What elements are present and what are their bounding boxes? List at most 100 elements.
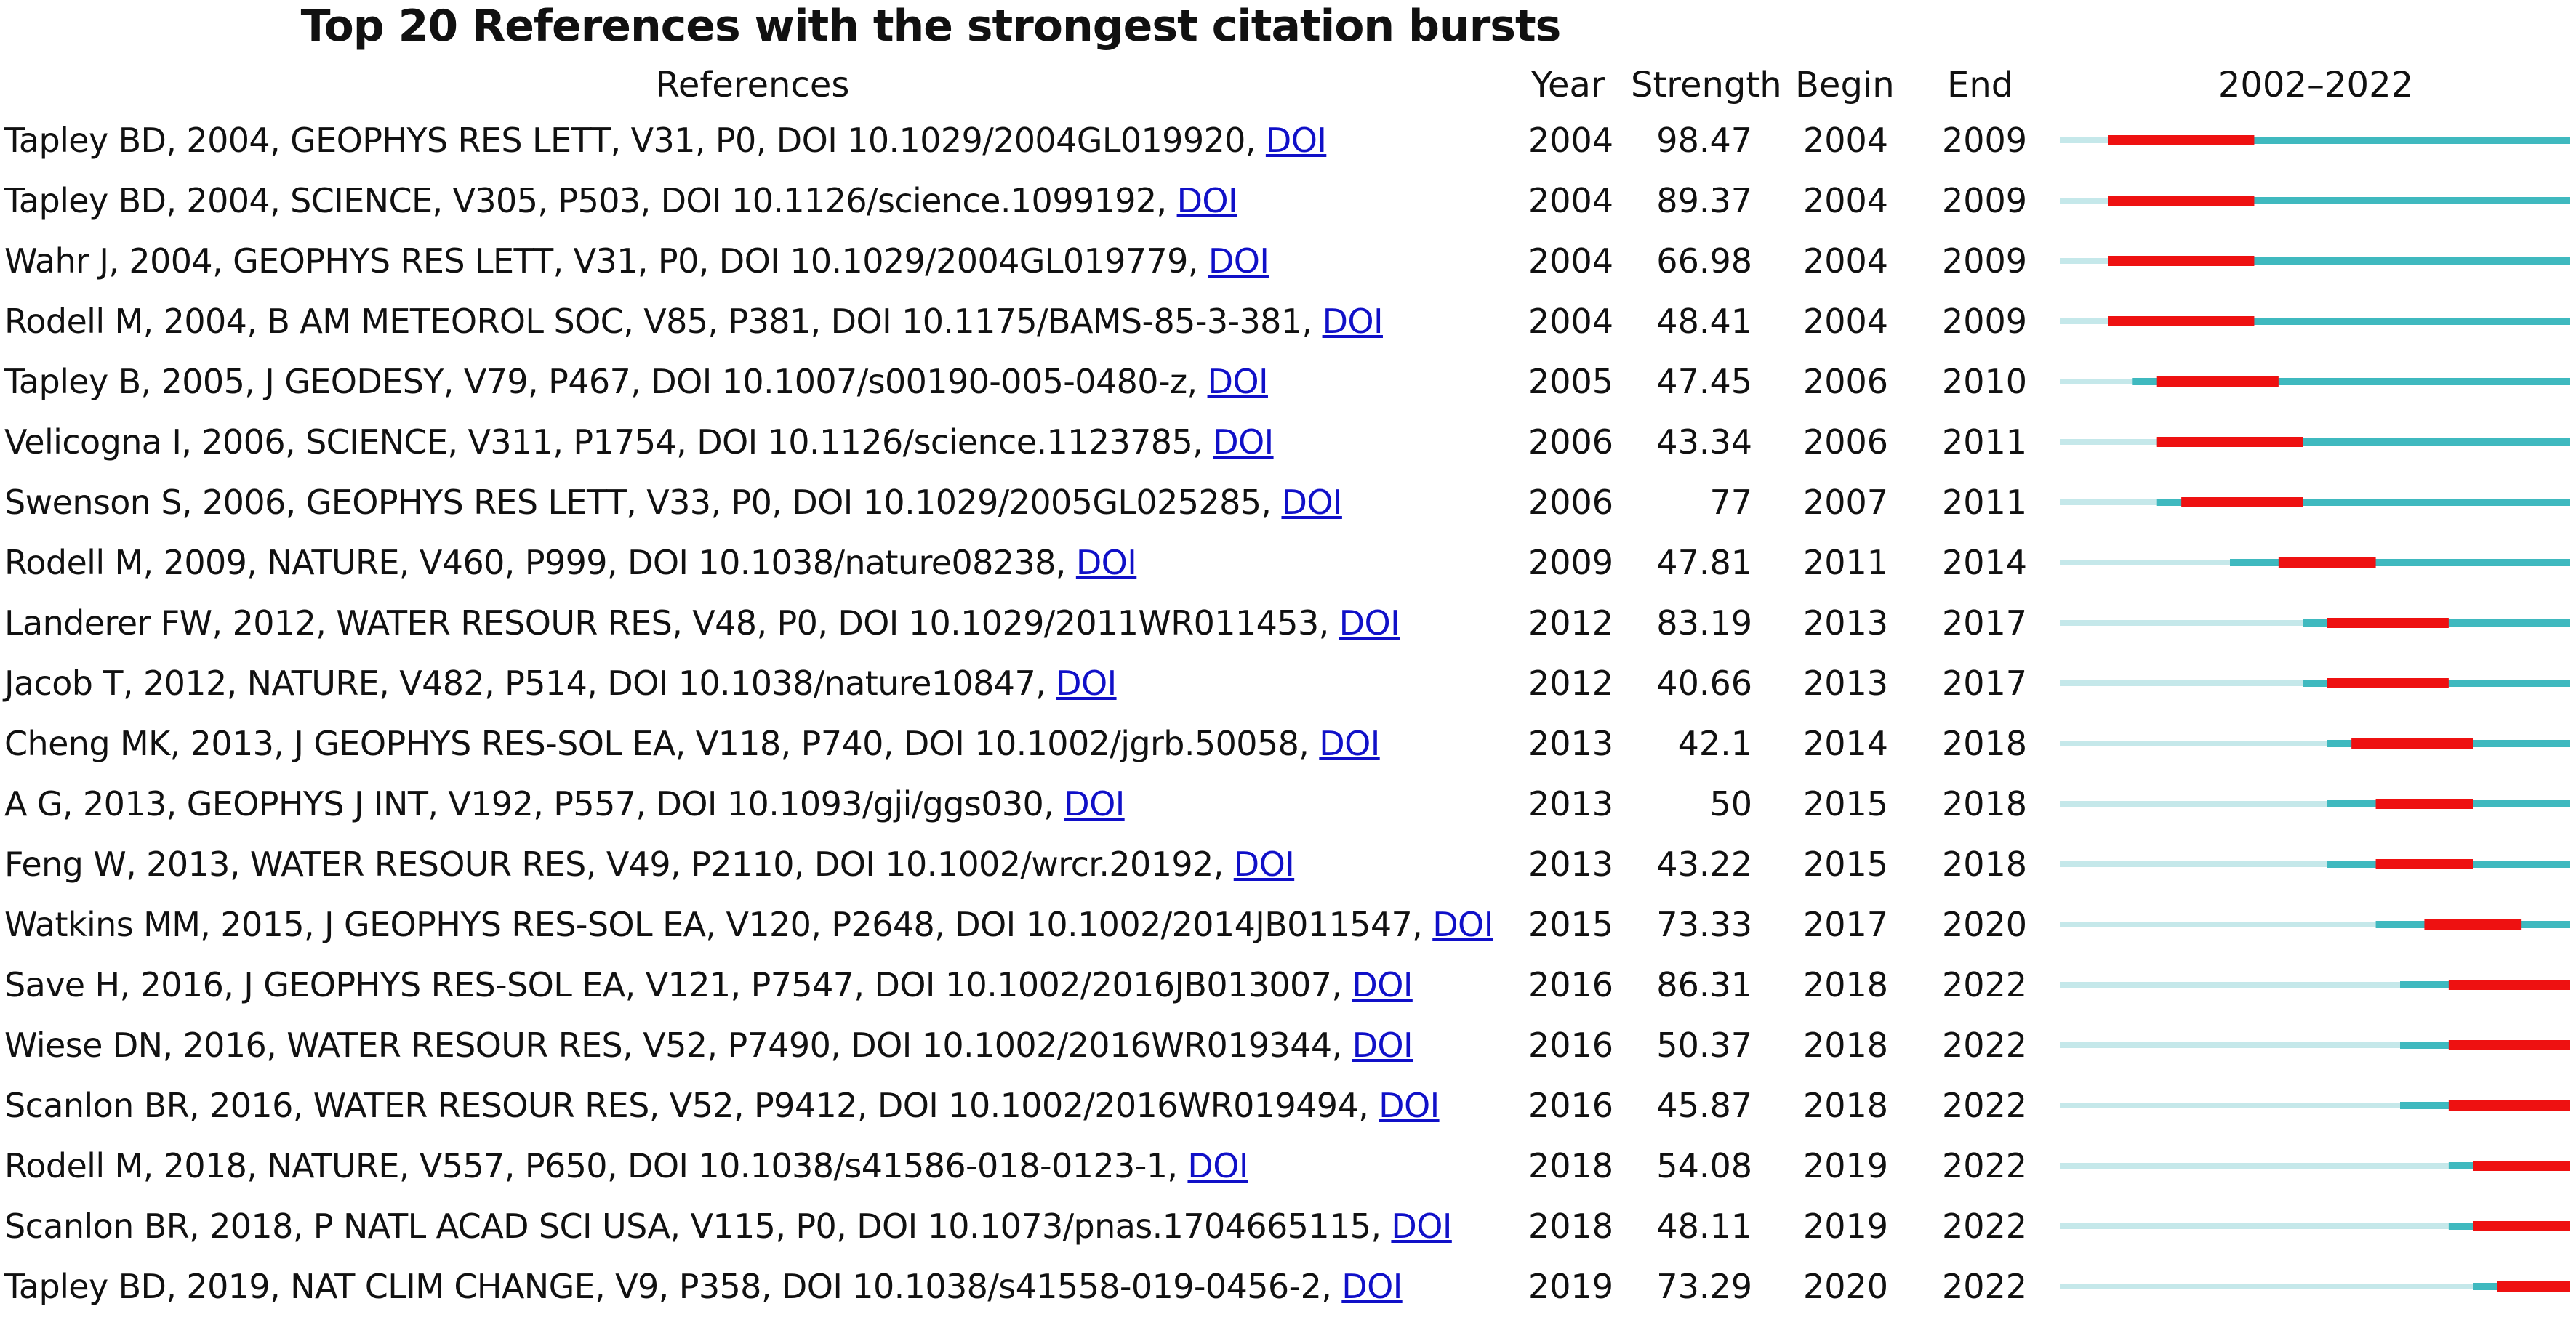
table-row: Rodell M, 2009, NATURE, V460, P999, DOI … [0,533,2576,593]
reference-citation: Wiese DN, 2016, WATER RESOUR RES, V52, P… [4,1015,1413,1076]
year-cell: 2012 [1528,664,1614,703]
begin-cell: 2014 [1803,724,1889,763]
doi-link[interactable]: DOI [1281,483,1342,522]
reference-text: Tapley BD, 2004, SCIENCE, V305, P503, DO… [4,181,1177,220]
end-cell: 2020 [1942,905,2028,944]
strength-cell: 73.33 [1656,905,1752,944]
timeline-track [2060,741,2570,746]
end-cell: 2022 [1942,1207,2028,1246]
timeline-track [2060,982,2570,988]
doi-link[interactable]: DOI [1432,905,1493,944]
reference-text: Tapley BD, 2004, GEOPHYS RES LETT, V31, … [4,121,1266,160]
burst-bar [2473,1221,2570,1231]
doi-link[interactable]: DOI [1391,1207,1452,1246]
timeline-track [2060,1103,2570,1108]
end-cell: 2011 [1942,483,2028,522]
burst-bar [2351,738,2473,749]
reference-citation: Rodell M, 2009, NATURE, V460, P999, DOI … [4,533,1137,593]
table-row: Feng W, 2013, WATER RESOUR RES, V49, P21… [0,834,2576,895]
reference-citation: Tapley B, 2005, J GEODESY, V79, P467, DO… [4,352,1269,412]
burst-bar [2473,1161,2570,1171]
begin-cell: 2015 [1803,845,1889,884]
timeline-track [2060,1042,2570,1048]
table-row: Tapley B, 2005, J GEODESY, V79, P467, DO… [0,352,2576,412]
end-cell: 2018 [1942,724,2028,763]
doi-link[interactable]: DOI [1352,965,1413,1004]
active-period-bar [2156,438,2570,446]
end-cell: 2022 [1942,1026,2028,1065]
doi-link[interactable]: DOI [1319,724,1380,763]
end-cell: 2009 [1942,181,2028,220]
begin-cell: 2007 [1803,483,1889,522]
burst-bar [2327,618,2449,628]
reference-citation: Scanlon BR, 2018, P NATL ACAD SCI USA, V… [4,1196,1452,1257]
year-cell: 2018 [1528,1207,1614,1246]
table-row: Cheng MK, 2013, J GEOPHYS RES-SOL EA, V1… [0,714,2576,774]
strength-cell: 66.98 [1656,241,1752,281]
end-cell: 2017 [1942,603,2028,643]
begin-cell: 2018 [1803,1086,1889,1125]
burst-bar [2108,256,2255,266]
doi-link[interactable]: DOI [1075,543,1137,582]
year-cell: 2016 [1528,965,1614,1004]
chart-title: Top 20 References with the strongest cit… [300,1,1562,52]
active-period-bar [2230,559,2570,566]
doi-link[interactable]: DOI [1187,1146,1248,1185]
reference-text: Rodell M, 2004, B AM METEOROL SOC, V85, … [4,302,1323,341]
table-row: Wiese DN, 2016, WATER RESOUR RES, V52, P… [0,1015,2576,1076]
active-period-bar [2108,197,2570,204]
timeline-track [2060,1284,2570,1289]
begin-cell: 2019 [1803,1146,1889,1185]
strength-cell: 50 [1709,784,1752,823]
strength-cell: 45.87 [1656,1086,1752,1125]
strength-cell: 47.81 [1656,543,1752,582]
burst-bar [2327,678,2449,688]
doi-link[interactable]: DOI [1213,422,1274,462]
table-row: Tapley BD, 2004, GEOPHYS RES LETT, V31, … [0,110,2576,171]
doi-link[interactable]: DOI [1207,362,1269,401]
year-cell: 2016 [1528,1026,1614,1065]
begin-cell: 2004 [1803,181,1889,220]
begin-cell: 2011 [1803,543,1889,582]
doi-link[interactable]: DOI [1208,241,1269,281]
burst-bar [2108,135,2255,145]
doi-link[interactable]: DOI [1379,1086,1440,1125]
doi-link[interactable]: DOI [1056,664,1117,703]
burst-bar [2108,316,2255,326]
timeline-track [2060,1223,2570,1229]
end-cell: 2009 [1942,121,2028,160]
reference-citation: Rodell M, 2004, B AM METEOROL SOC, V85, … [4,291,1384,352]
table-row: Landerer FW, 2012, WATER RESOUR RES, V48… [0,593,2576,653]
year-cell: 2012 [1528,603,1614,643]
doi-link[interactable]: DOI [1176,181,1238,220]
doi-link[interactable]: DOI [1064,784,1125,823]
doi-link[interactable]: DOI [1339,603,1400,643]
doi-link[interactable]: DOI [1322,302,1384,341]
begin-cell: 2004 [1803,302,1889,341]
end-cell: 2009 [1942,302,2028,341]
burst-bar [2448,980,2570,990]
reference-text: Watkins MM, 2015, J GEOPHYS RES-SOL EA, … [4,905,1433,944]
reference-text: Tapley BD, 2019, NAT CLIM CHANGE, V9, P3… [4,1267,1342,1306]
doi-link[interactable]: DOI [1341,1267,1403,1306]
header-strength: Strength [1631,65,1782,105]
year-cell: 2013 [1528,724,1614,763]
end-cell: 2017 [1942,664,2028,703]
reference-text: Swenson S, 2006, GEOPHYS RES LETT, V33, … [4,483,1282,522]
header-references: References [655,65,850,105]
strength-cell: 83.19 [1656,603,1752,643]
reference-citation: Swenson S, 2006, GEOPHYS RES LETT, V33, … [4,472,1342,533]
begin-cell: 2013 [1803,664,1889,703]
reference-citation: Landerer FW, 2012, WATER RESOUR RES, V48… [4,593,1400,653]
burst-bar [2108,196,2255,206]
strength-cell: 89.37 [1656,181,1752,220]
doi-link[interactable]: DOI [1352,1026,1413,1065]
reference-text: Wahr J, 2004, GEOPHYS RES LETT, V31, P0,… [4,241,1208,281]
strength-cell: 42.1 [1677,724,1752,763]
table-row: Tapley BD, 2004, SCIENCE, V305, P503, DO… [0,171,2576,231]
doi-link[interactable]: DOI [1233,845,1295,884]
reference-text: Feng W, 2013, WATER RESOUR RES, V49, P21… [4,845,1234,884]
doi-link[interactable]: DOI [1265,121,1327,160]
year-cell: 2013 [1528,784,1614,823]
strength-cell: 40.66 [1656,664,1752,703]
